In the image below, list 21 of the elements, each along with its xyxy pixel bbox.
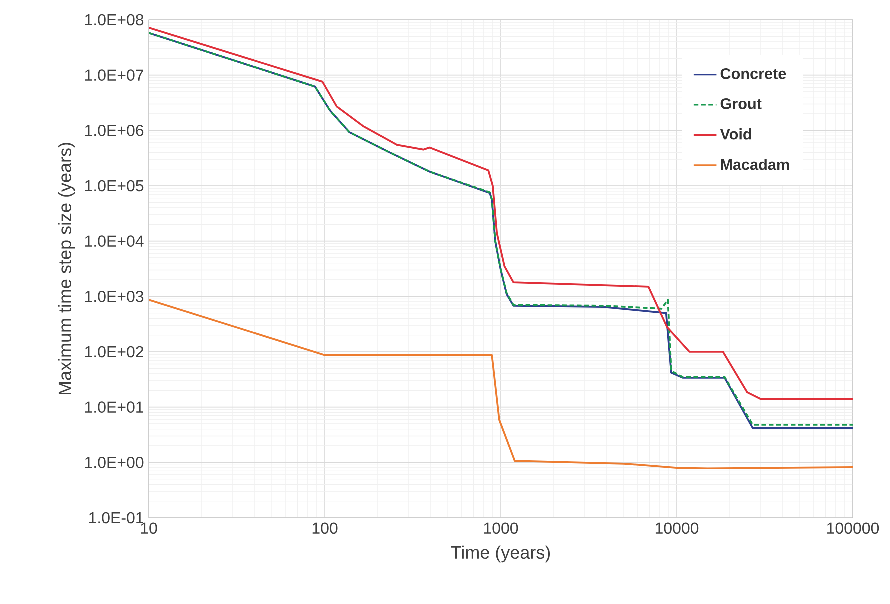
x-tick-label: 10: [141, 522, 158, 534]
y-axis-title: Maximum time step size (years): [58, 143, 76, 395]
x-axis-title: Time (years): [451, 546, 550, 563]
x-tick-label: 100: [312, 522, 338, 534]
legend-label: Void: [720, 128, 752, 140]
x-tick-label: 1000: [484, 522, 518, 534]
y-tick-label: 1.0E+01: [85, 402, 144, 413]
y-tick-label: 1.0E+07: [85, 70, 144, 81]
y-tick-label: 1.0E+05: [85, 180, 144, 192]
y-tick-label: 1.0E+08: [85, 14, 144, 26]
y-tick-label: 1.0E+04: [85, 236, 144, 247]
legend-label: Grout: [720, 98, 762, 110]
y-tick-label: 1.0E+06: [85, 125, 144, 136]
y-tick-label: 1.0E+02: [85, 346, 144, 358]
legend-label: Macadam: [721, 158, 790, 170]
legend-label: Concrete: [720, 68, 786, 80]
x-tick-label: 100000: [828, 522, 880, 534]
y-tick-label: 1.0E-01: [89, 512, 144, 524]
y-tick-label: 1.0E+00: [85, 456, 144, 468]
x-tick-label: 10000: [656, 522, 699, 534]
y-tick-label: 1.0E+03: [85, 291, 144, 302]
